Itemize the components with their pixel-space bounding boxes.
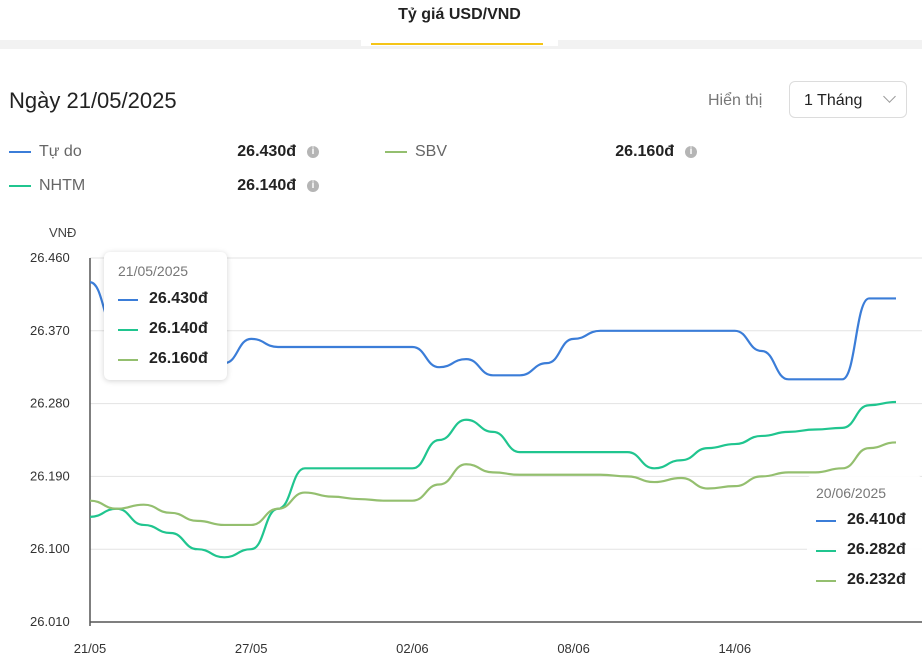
tooltip-end: 20/06/2025 26.410đ 26.282đ 26.232đ — [807, 475, 922, 603]
tooltip-value: 26.410đ — [847, 511, 906, 528]
period-select[interactable]: 1 Tháng — [789, 81, 907, 118]
info-icon[interactable]: i — [307, 180, 319, 192]
legend-name: NHTM — [39, 177, 86, 194]
tooltip-date: 21/05/2025 — [118, 263, 189, 279]
legend-item-sbv[interactable]: SBV 26.160đ i — [385, 141, 697, 163]
display-label: Hiển thị — [708, 92, 763, 109]
info-icon[interactable]: i — [685, 146, 697, 158]
tooltip-start: 21/05/2025 26.430đ 26.140đ 26.160đ — [104, 252, 227, 380]
x-tick-label: 02/06 — [396, 641, 429, 656]
series-line-sbv — [89, 441, 897, 527]
tooltip-swatch — [118, 359, 138, 361]
y-axis-label: VNĐ — [49, 225, 77, 240]
tooltip-swatch — [118, 299, 138, 301]
active-tab-indicator — [371, 43, 543, 45]
tooltip-value: 26.430đ — [149, 290, 208, 307]
x-tick-label: 08/06 — [557, 641, 590, 656]
series-line-nhtm — [89, 400, 897, 559]
period-value: 1 Tháng — [804, 92, 863, 109]
x-tick-label: 21/05 — [74, 641, 107, 656]
legend-value: 26.140đ — [237, 177, 296, 194]
y-tick-label: 26.370 — [30, 323, 70, 338]
tooltip-value: 26.282đ — [847, 541, 906, 558]
info-icon[interactable]: i — [307, 146, 319, 158]
legend-value: 26.430đ — [237, 143, 296, 160]
tooltip-swatch — [816, 580, 836, 582]
y-tick-label: 26.280 — [30, 396, 70, 411]
legend-item-nhtm[interactable]: NHTM 26.140đ i — [9, 175, 319, 197]
tooltip-swatch — [118, 329, 138, 331]
x-tick-label: 14/06 — [719, 641, 752, 656]
legend-line — [385, 151, 407, 153]
tooltip-value: 26.140đ — [149, 320, 208, 337]
tooltip-swatch — [816, 550, 836, 552]
page-title: Ngày 21/05/2025 — [9, 88, 177, 113]
tooltip-value: 26.232đ — [847, 571, 906, 588]
legend-line — [9, 185, 31, 187]
legend-value: 26.160đ — [615, 143, 674, 160]
y-tick-label: 26.100 — [30, 541, 70, 556]
tooltip-swatch — [816, 520, 836, 522]
tooltip-date: 20/06/2025 — [816, 485, 887, 501]
y-tick-label: 26.010 — [30, 614, 70, 629]
tab-usd-vnd[interactable]: Tỷ giá USD/VND — [361, 0, 558, 46]
legend-name: SBV — [415, 143, 448, 160]
x-tick-label: 27/05 — [235, 641, 268, 656]
legend-item-tu-do[interactable]: Tự do 26.430đ i — [9, 141, 319, 163]
legend-name: Tự do — [39, 143, 82, 160]
tooltip-value: 26.160đ — [149, 350, 208, 367]
y-tick-label: 26.460 — [30, 250, 70, 265]
legend-line — [9, 151, 31, 153]
y-tick-label: 26.190 — [30, 468, 70, 483]
